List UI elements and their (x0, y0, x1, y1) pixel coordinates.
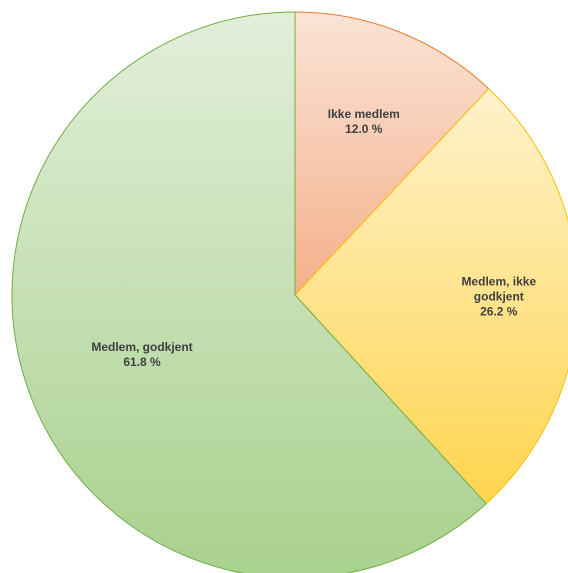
slice-category-label: Medlem, ikke (461, 274, 536, 288)
slice-value-label: 61.8 % (123, 355, 161, 369)
pie-slice-label-1: Ikke medlem 12.0 % (328, 107, 400, 136)
pie-slice-2 (294, 88, 568, 505)
slice-category-label: Medlem, godkjent (91, 340, 192, 354)
pie-slice-3 (11, 11, 487, 573)
slice-value-label: 26.2 % (480, 304, 518, 318)
pie-slices (11, 11, 568, 573)
slice-category-label: godkjent (474, 289, 524, 303)
slice-category-label: Ikke medlem (328, 107, 400, 121)
pie-labels: Ikke medlem 12.0 % Medlem, ikke godkjent 26.… (91, 107, 536, 369)
pie-slice-1 (294, 11, 490, 296)
pie-slice-label-3: Medlem, godkjent 61.8 % (91, 340, 192, 369)
pie-slice-label-2: Medlem, ikke godkjent 26.2 % (461, 274, 536, 318)
slice-value-label: 12.0 % (345, 122, 383, 136)
